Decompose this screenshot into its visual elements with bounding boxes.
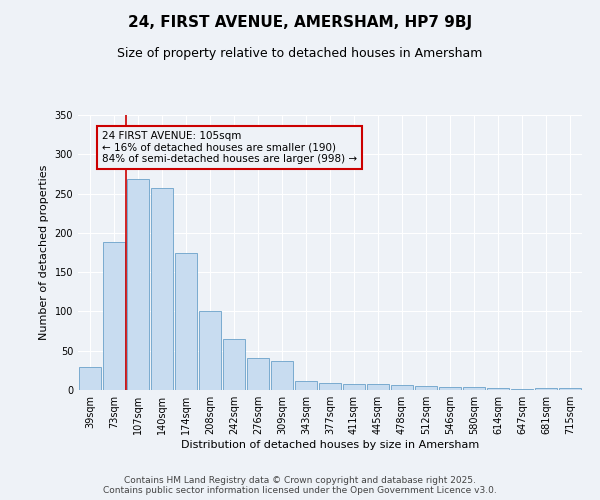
X-axis label: Distribution of detached houses by size in Amersham: Distribution of detached houses by size … [181,440,479,450]
Bar [223,339,245,390]
Bar [295,382,317,390]
Bar [535,388,557,390]
Bar [151,188,173,390]
Bar [439,387,461,390]
Bar [319,383,341,390]
Bar [175,254,197,390]
Bar [343,384,365,390]
Text: Size of property relative to detached houses in Amersham: Size of property relative to detached ho… [118,48,482,60]
Text: 24 FIRST AVENUE: 105sqm
← 16% of detached houses are smaller (190)
84% of semi-d: 24 FIRST AVENUE: 105sqm ← 16% of detache… [102,130,357,164]
Bar [79,367,101,390]
Bar [103,242,125,390]
Bar [127,180,149,390]
Bar [367,384,389,390]
Bar [415,386,437,390]
Text: Contains HM Land Registry data © Crown copyright and database right 2025.
Contai: Contains HM Land Registry data © Crown c… [103,476,497,495]
Bar [463,387,485,390]
Bar [391,386,413,390]
Bar [559,388,581,390]
Bar [199,312,221,390]
Bar [247,358,269,390]
Y-axis label: Number of detached properties: Number of detached properties [39,165,49,340]
Bar [271,361,293,390]
Bar [487,388,509,390]
Bar [511,389,533,390]
Text: 24, FIRST AVENUE, AMERSHAM, HP7 9BJ: 24, FIRST AVENUE, AMERSHAM, HP7 9BJ [128,15,472,30]
